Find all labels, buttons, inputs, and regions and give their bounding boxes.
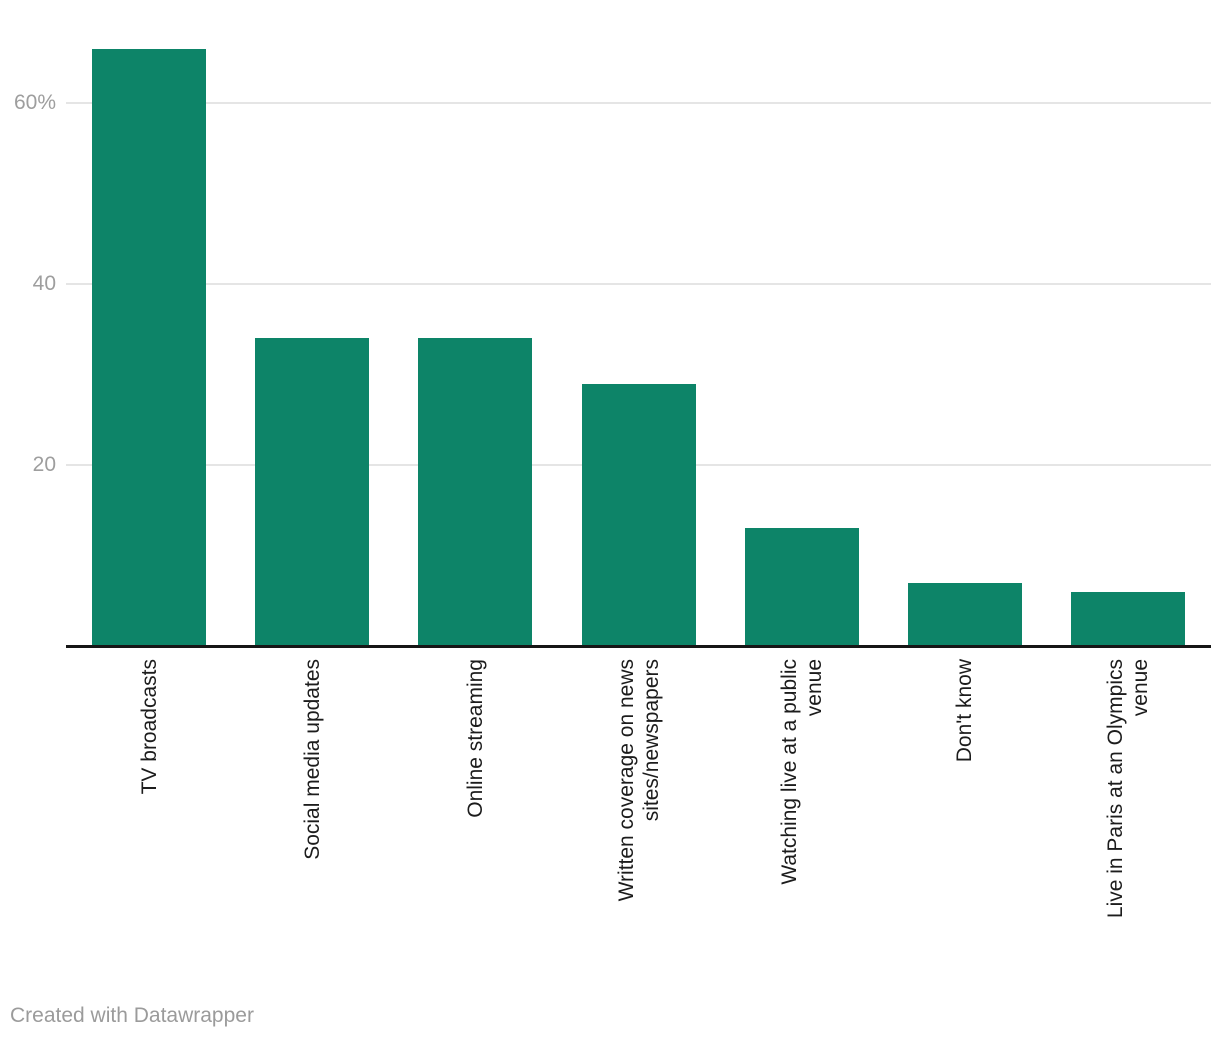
y-tick-label: 60% — [13, 91, 56, 114]
gridline-40 — [66, 283, 1211, 285]
x-category-label-line: Social media updates — [300, 659, 324, 860]
x-category-label-line: Watching live at a public — [777, 659, 801, 885]
x-category-label-3: Written coverage on news sites/newspapers — [614, 659, 664, 999]
x-axis-line — [66, 645, 1211, 648]
x-category-label-line: venue — [1129, 659, 1153, 717]
bar-3 — [581, 383, 696, 646]
bar-5 — [907, 582, 1022, 646]
x-category-label-4: Watching live at a public venue — [777, 659, 827, 999]
bar-0 — [92, 48, 206, 646]
x-category-label-5: Don't know — [952, 659, 977, 999]
x-category-label-2: Online streaming — [463, 659, 488, 999]
bar-4 — [744, 528, 859, 646]
x-category-label-0: TV broadcasts — [137, 659, 162, 999]
x-category-label-line: sites/newspapers — [639, 659, 663, 822]
x-category-label-1: Social media updates — [300, 659, 325, 999]
x-category-label-line: TV broadcasts — [137, 659, 161, 795]
x-category-label-line: Online streaming — [463, 659, 487, 818]
x-category-label-line: Live in Paris at an Olympics — [1104, 659, 1128, 919]
bar-6 — [1071, 591, 1186, 646]
gridline-60 — [66, 102, 1211, 104]
y-tick-label: 40 — [32, 272, 56, 295]
x-category-label-6: Live in Paris at an Olympics venue — [1103, 659, 1153, 999]
bar-2 — [418, 338, 533, 646]
attribution-text: Created with Datawrapper — [10, 1004, 254, 1027]
x-category-label-line: Don't know — [953, 659, 977, 763]
x-category-label-line: Written coverage on news — [614, 659, 638, 902]
bar-1 — [255, 338, 370, 646]
y-tick-label: 20 — [32, 453, 56, 476]
x-category-label-line: venue — [802, 659, 826, 717]
